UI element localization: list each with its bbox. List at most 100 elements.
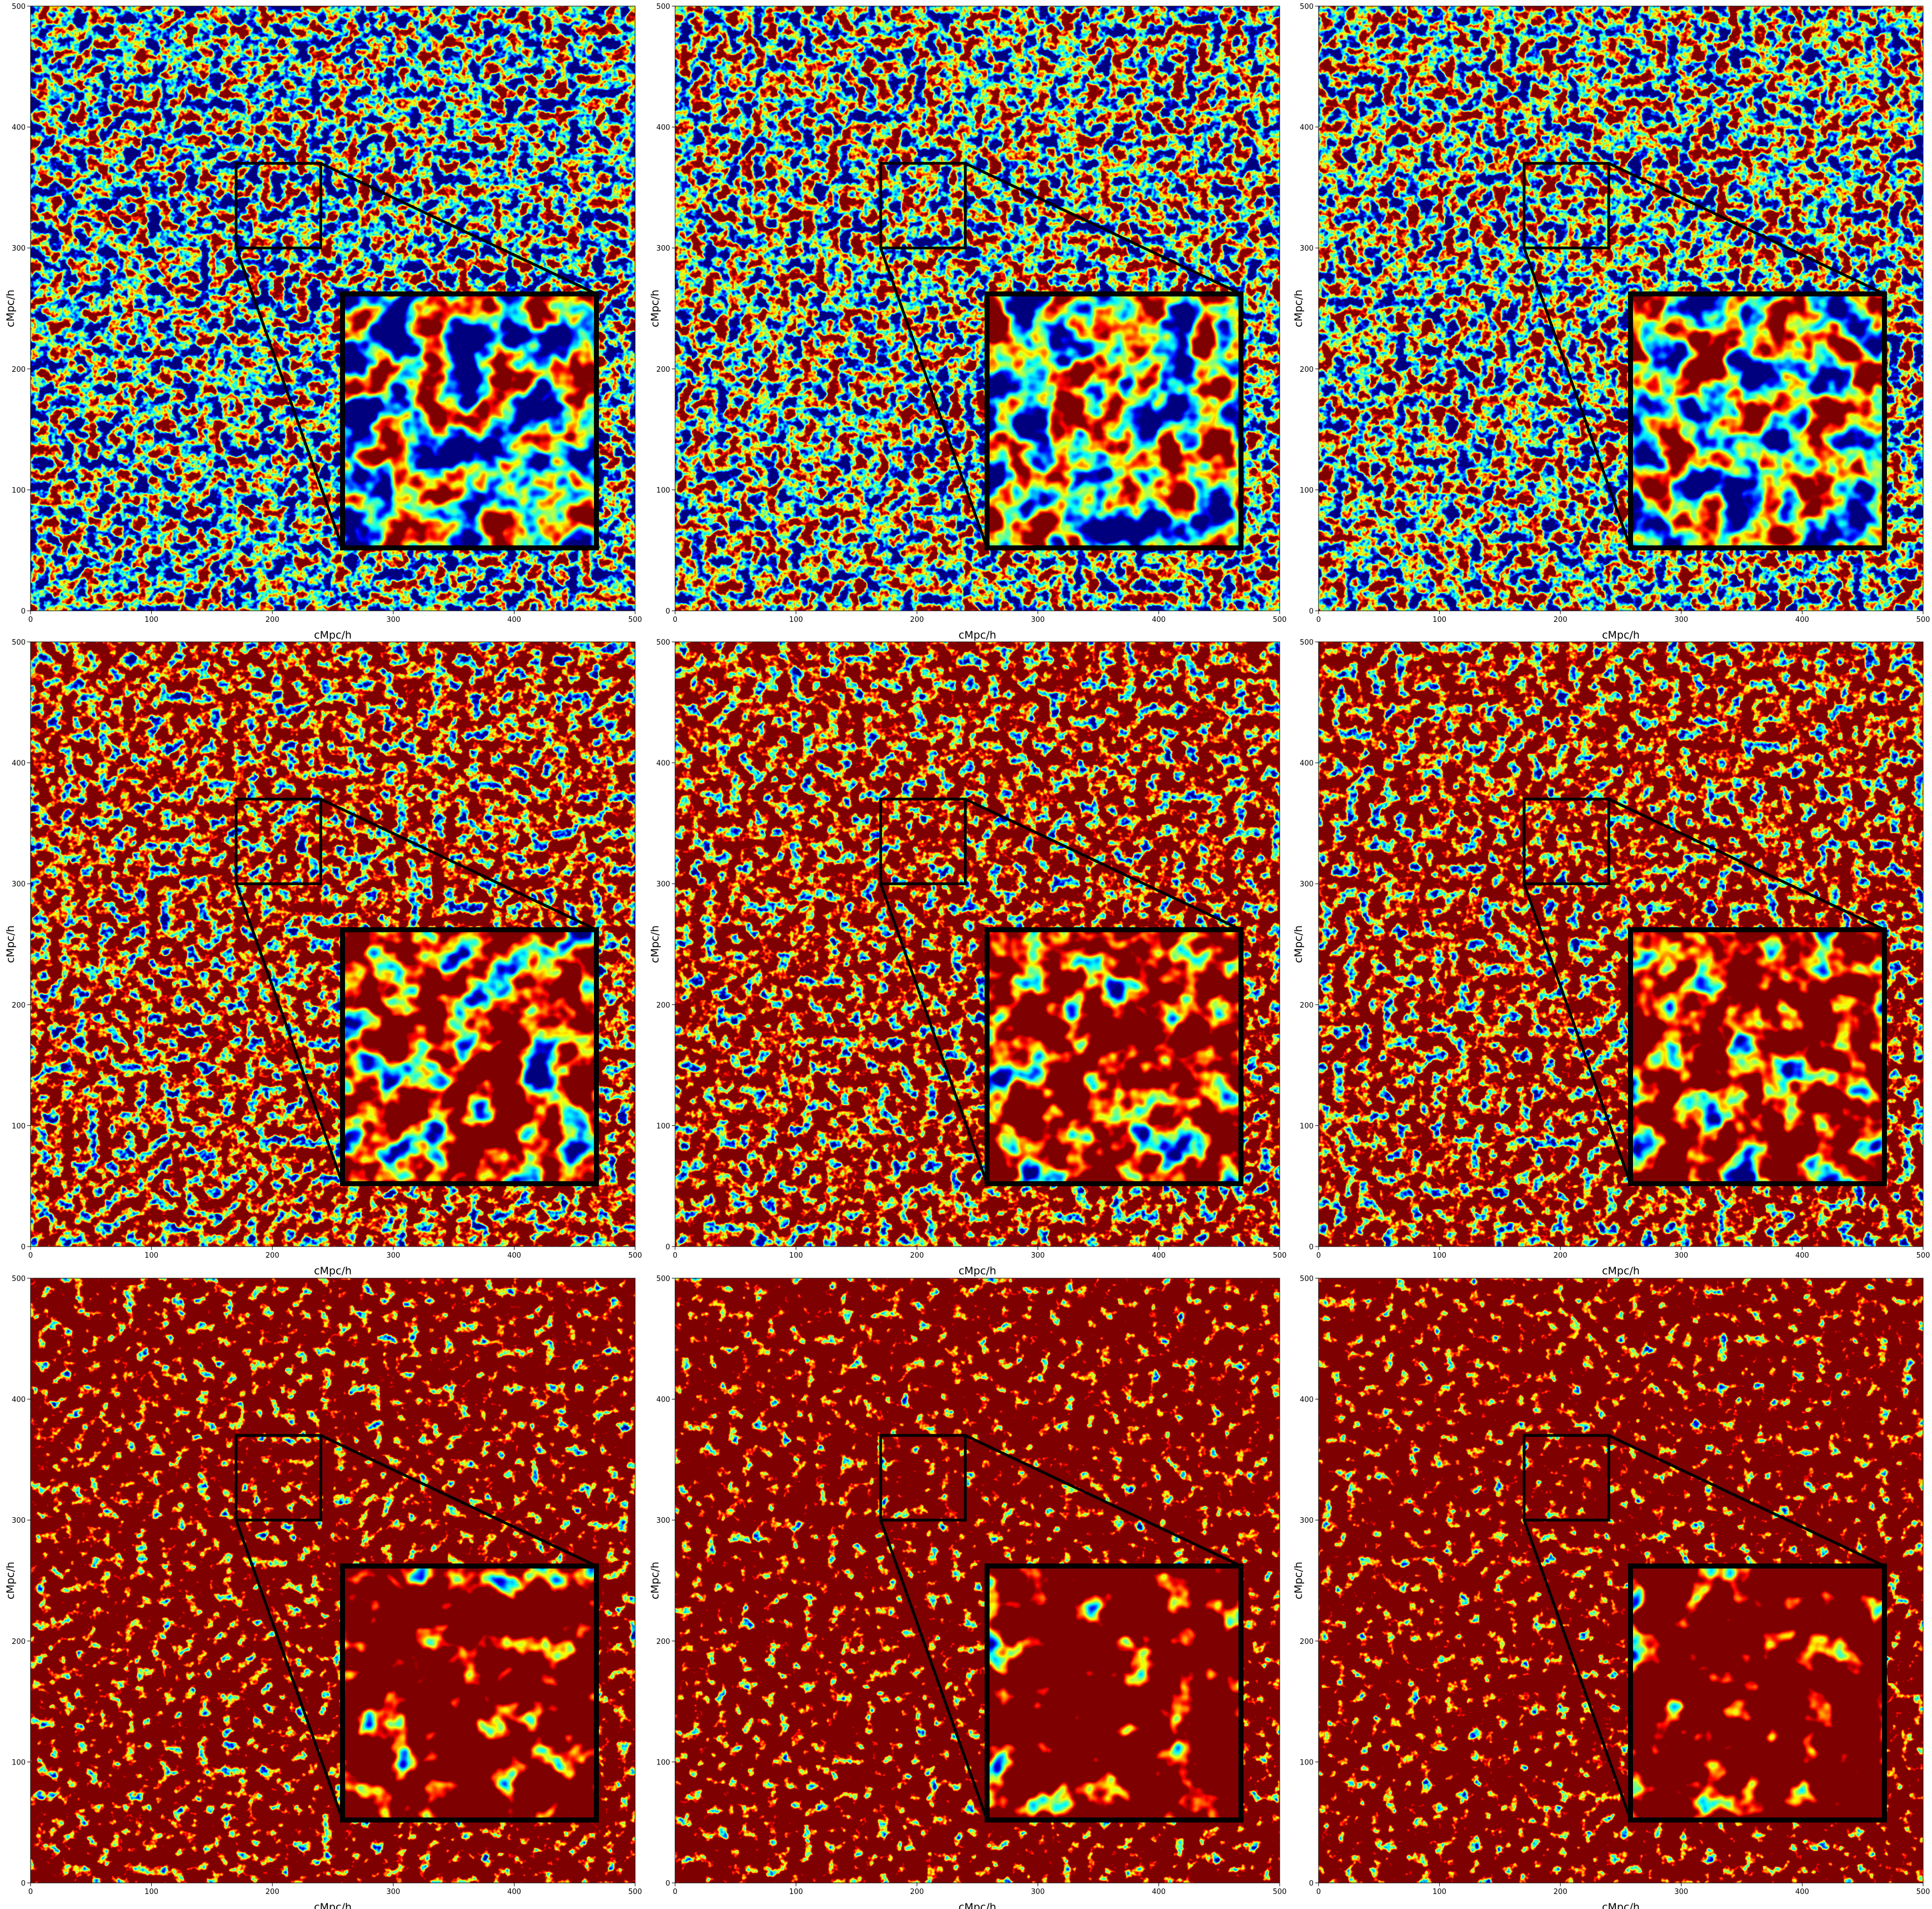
y-tick-label: 300 — [1300, 1517, 1314, 1525]
zoom-connector — [1522, 883, 1632, 1184]
y-tick-label: 0 — [1309, 607, 1314, 616]
y-tick-label: 0 — [21, 607, 26, 616]
zoom-connector — [879, 247, 989, 549]
plot-frame — [30, 1278, 636, 1883]
inset — [1630, 293, 1885, 548]
x-tick-label: 200 — [266, 1252, 279, 1260]
x-tick-label: 300 — [386, 1888, 400, 1896]
x-tick-label: 500 — [1916, 1252, 1930, 1260]
x-tick-label: 100 — [1432, 616, 1446, 624]
y-tick-label: 100 — [12, 1122, 26, 1130]
zoom-connector — [1608, 798, 1885, 931]
y-tick-label: 100 — [1300, 486, 1314, 495]
zoom-region — [234, 1434, 322, 1522]
x-tick-label: 500 — [1916, 616, 1930, 624]
plot-frame — [1318, 641, 1924, 1247]
y-tick-label: 300 — [656, 880, 670, 889]
plot-frame — [1318, 6, 1924, 611]
y-axis-label: cMpc/h — [649, 290, 661, 327]
y-tick-label: 100 — [1300, 1122, 1314, 1130]
plot-frame — [30, 6, 636, 611]
y-tick-label: 400 — [12, 760, 26, 768]
x-axis-label: cMpc/h — [958, 1901, 996, 1909]
x-tick-label: 300 — [386, 616, 400, 624]
y-tick-label: 200 — [12, 1638, 26, 1646]
x-tick-label: 400 — [1795, 1888, 1809, 1896]
x-tick-label: 300 — [1674, 1888, 1688, 1896]
inset-image — [987, 293, 1241, 548]
y-tick-label: 200 — [656, 1638, 670, 1646]
y-tick-label: 300 — [1300, 880, 1314, 889]
zoom-connector — [1522, 1519, 1632, 1821]
inset-image — [1630, 293, 1885, 548]
y-tick-label: 500 — [12, 1275, 26, 1283]
inset-frame — [1628, 927, 1887, 1187]
x-tick-label: 500 — [1273, 1888, 1287, 1896]
y-tick-label: 500 — [656, 639, 670, 647]
x-tick-label: 200 — [910, 1888, 924, 1896]
y-tick-label: 100 — [12, 486, 26, 495]
x-tick-label: 500 — [628, 1888, 642, 1896]
x-tick-label: 300 — [1031, 616, 1045, 624]
inset-image — [342, 929, 597, 1184]
x-axis-label: cMpc/h — [958, 629, 996, 641]
y-tick-label: 100 — [656, 1122, 670, 1130]
y-tick-label: 500 — [1300, 639, 1314, 647]
plot-frame — [675, 641, 1280, 1247]
zoom-connector — [1522, 247, 1632, 549]
x-axis-label: cMpc/h — [958, 1265, 996, 1277]
x-tick-label: 400 — [507, 1252, 521, 1260]
y-tick-label: 400 — [656, 760, 670, 768]
inset — [342, 293, 597, 548]
inset — [1630, 1566, 1885, 1820]
x-axis-label: cMpc/h — [314, 1265, 352, 1277]
y-tick-label: 400 — [12, 1396, 26, 1404]
x-tick-label: 100 — [144, 616, 158, 624]
x-tick-label: 400 — [507, 1888, 521, 1896]
zoom-connector — [234, 247, 344, 549]
y-tick-label: 400 — [1300, 760, 1314, 768]
y-tick-label: 0 — [666, 1243, 670, 1252]
zoom-region — [1522, 798, 1610, 885]
x-tick-label: 0 — [1316, 1252, 1321, 1260]
plot-frame — [675, 6, 1280, 611]
x-tick-label: 300 — [1674, 1252, 1688, 1260]
x-tick-label: 300 — [1031, 1888, 1045, 1896]
x-tick-label: 200 — [1554, 1888, 1567, 1896]
x-tick-label: 0 — [28, 1252, 33, 1260]
y-tick-label: 200 — [656, 1001, 670, 1010]
x-tick-label: 400 — [1152, 616, 1166, 624]
inset-image — [342, 1566, 597, 1820]
y-tick-label: 200 — [1300, 1638, 1314, 1646]
plot-frame — [1318, 1278, 1924, 1883]
zoom-connector — [1608, 162, 1885, 296]
y-tick-label: 500 — [12, 639, 26, 647]
inset-frame — [340, 1563, 599, 1823]
y-tick-label: 0 — [1309, 1243, 1314, 1252]
x-tick-label: 0 — [673, 616, 677, 624]
y-tick-label: 400 — [1300, 124, 1314, 132]
x-tick-label: 100 — [1432, 1252, 1446, 1260]
x-tick-label: 200 — [1554, 616, 1567, 624]
x-tick-label: 200 — [266, 1888, 279, 1896]
y-axis-label: cMpc/h — [1292, 925, 1305, 963]
y-axis-label: cMpc/h — [4, 1562, 17, 1599]
x-tick-label: 100 — [144, 1888, 158, 1896]
x-tick-label: 300 — [1031, 1252, 1045, 1260]
inset — [987, 1566, 1241, 1820]
y-tick-label: 300 — [12, 1517, 26, 1525]
x-tick-label: 0 — [673, 1888, 677, 1896]
zoom-connector — [879, 1519, 989, 1821]
x-tick-label: 0 — [1316, 1888, 1321, 1896]
y-tick-label: 400 — [12, 124, 26, 132]
x-tick-label: 200 — [1554, 1252, 1567, 1260]
y-tick-label: 0 — [21, 1243, 26, 1252]
inset — [1630, 929, 1885, 1184]
x-tick-label: 400 — [1795, 1252, 1809, 1260]
x-tick-label: 500 — [1916, 1888, 1930, 1896]
inset-frame — [984, 927, 1244, 1187]
x-tick-label: 500 — [628, 616, 642, 624]
y-axis-label: cMpc/h — [649, 1562, 661, 1599]
y-tick-label: 0 — [21, 1880, 26, 1888]
